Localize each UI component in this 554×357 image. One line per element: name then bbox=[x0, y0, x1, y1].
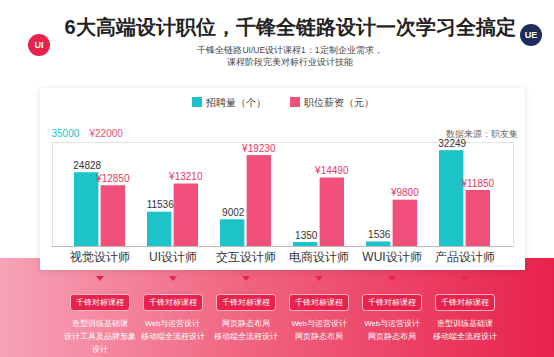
html-text:课程阶段完美对标行业设计技能: 课程阶段完美对标行业设计技能 bbox=[227, 57, 353, 67]
svg-text:产品设计师: 产品设计师 bbox=[435, 250, 495, 264]
html-text:造型训练基础课: 造型训练基础课 bbox=[71, 319, 128, 328]
svg-text:¥12850: ¥12850 bbox=[95, 173, 130, 184]
svg-text:视觉设计师: 视觉设计师 bbox=[70, 250, 130, 264]
svg-text:11536: 11536 bbox=[147, 199, 175, 210]
html-text:Web与运营设计: Web与运营设计 bbox=[291, 319, 347, 328]
svg-text:¥11850: ¥11850 bbox=[460, 178, 494, 189]
html-text:千锋全链路UI/UE设计课程1：1定制企业需求，: 千锋全链路UI/UE设计课程1：1定制企业需求， bbox=[197, 45, 383, 55]
svg-text:1350: 1350 bbox=[295, 230, 318, 241]
html-text:移动端全流程设计: 移动端全流程设计 bbox=[140, 332, 205, 341]
svg-text:¥19230: ¥19230 bbox=[241, 143, 276, 154]
svg-text:24828: 24828 bbox=[73, 160, 101, 171]
html-text:移动端全流程设计: 移动端全流程设计 bbox=[433, 332, 498, 341]
html-text:6大高端设计职位，千锋全链路设计一次学习全搞定: 6大高端设计职位，千锋全链路设计一次学习全搞定 bbox=[64, 16, 516, 38]
html-text:网页静态布局: 网页静态布局 bbox=[295, 332, 344, 341]
svg-text:交互设计师: 交互设计师 bbox=[216, 250, 276, 264]
svg-text:1536: 1536 bbox=[368, 229, 391, 240]
html-text:Web与运营设计: Web与运营设计 bbox=[364, 319, 420, 328]
svg-text:9002: 9002 bbox=[222, 207, 245, 218]
html-text:UE: UE bbox=[524, 30, 538, 40]
html-text:千锋对标课程: 千锋对标课程 bbox=[441, 298, 490, 307]
html-text:职位薪资（元）: 职位薪资（元） bbox=[303, 97, 374, 108]
svg-text:¥13210: ¥13210 bbox=[168, 171, 203, 182]
svg-text:WUI设计师: WUI设计师 bbox=[362, 250, 421, 264]
svg-text:32249: 32249 bbox=[438, 138, 466, 149]
html-text:千锋对标课程: 千锋对标课程 bbox=[75, 298, 124, 307]
html-text:Web与运营设计: Web与运营设计 bbox=[145, 319, 201, 328]
html-text:移动端全流程设计: 移动端全流程设计 bbox=[213, 332, 278, 341]
html-text:数据来源：职友集: 数据来源：职友集 bbox=[446, 129, 518, 139]
svg-text:UI设计师: UI设计师 bbox=[149, 250, 197, 264]
html-text:网页静态布局: 网页静态布局 bbox=[368, 332, 417, 341]
html-text:千锋对标课程: 千锋对标课程 bbox=[148, 298, 197, 307]
html-text:千锋对标课程: 千锋对标课程 bbox=[221, 298, 270, 307]
html-text:造型训练基础课: 造型训练基础课 bbox=[437, 319, 494, 328]
html-text:设计工具及品牌形象设计: 设计工具及品牌形象设计 bbox=[63, 332, 136, 354]
html-text:千锋对标课程: 千锋对标课程 bbox=[368, 298, 417, 307]
svg-text:电商设计师: 电商设计师 bbox=[289, 250, 349, 264]
svg-text:35000: 35000 bbox=[52, 128, 80, 139]
html-text:招聘量（个）: 招聘量（个） bbox=[205, 97, 266, 108]
svg-text:¥22000: ¥22000 bbox=[89, 128, 124, 139]
html-text:网页静态布局: 网页静态布局 bbox=[221, 319, 270, 328]
svg-text:¥14490: ¥14490 bbox=[314, 165, 349, 176]
svg-text:¥9800: ¥9800 bbox=[390, 187, 419, 198]
html-text:千锋对标课程: 千锋对标课程 bbox=[295, 298, 344, 307]
html-text:UI: UI bbox=[34, 40, 44, 50]
